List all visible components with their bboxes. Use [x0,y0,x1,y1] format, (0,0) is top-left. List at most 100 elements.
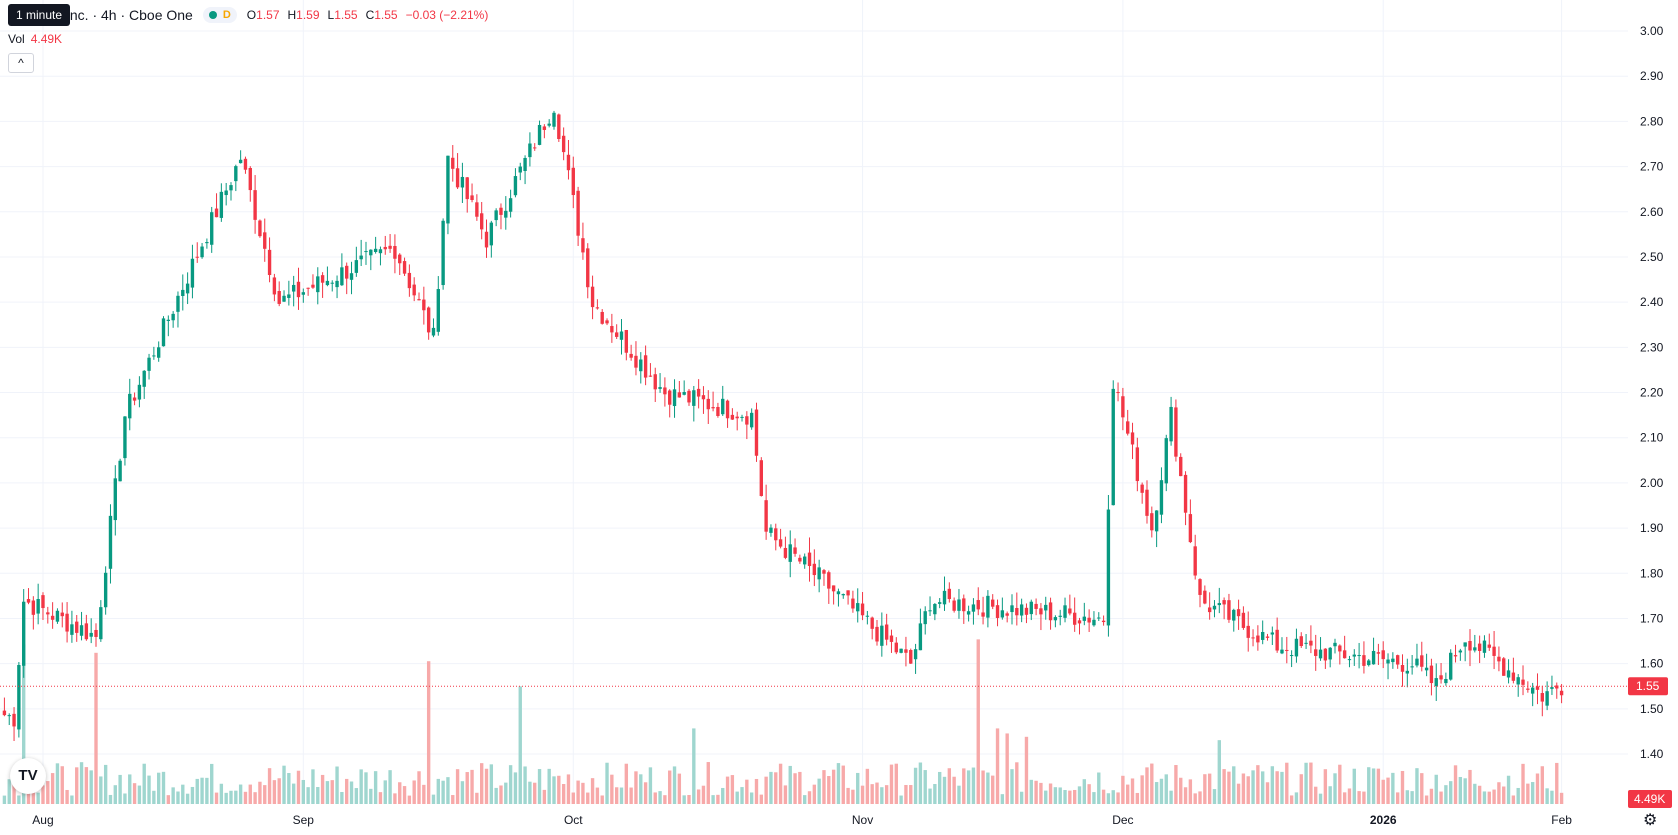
volume-bar [933,783,937,804]
candle-body [856,603,860,612]
candle-body [1150,513,1154,531]
candle-body [533,147,537,149]
candle-body [1106,509,1111,626]
volume-bar [653,792,657,804]
candle-body [735,416,739,419]
candle-body [817,567,821,580]
volume-bar [518,686,522,804]
symbol-title[interactable]: Inc. · 4h · Cboe One [66,7,193,23]
candle-body [1285,649,1289,651]
status-indicators[interactable]: D [202,7,237,23]
volume-bar [1087,784,1091,804]
volume-bar [22,644,26,804]
tradingview-logo-icon[interactable]: TV [10,758,46,794]
candle-body [75,621,79,633]
volume-bar [692,728,696,804]
candle-body [923,611,927,625]
candle-body [470,195,474,201]
volume-bar [1559,792,1564,804]
volume-bar [937,771,942,804]
candle-body [1540,693,1544,702]
volume-bar [156,772,161,804]
volume-bar [291,783,296,804]
volume-bar [465,772,469,804]
candle-body [1511,672,1516,681]
volume-bar [1039,782,1043,804]
volume-bar [1121,775,1125,804]
volume-bar [1169,790,1173,804]
volume-bar [176,791,180,804]
candle-body [2,710,7,716]
volume-bar [1270,766,1275,804]
volume-bar [460,781,465,804]
candle-body [1545,691,1549,706]
volume-bar [783,785,788,804]
volume-bar [373,771,378,804]
chevron-up-icon[interactable]: ^ [8,53,34,73]
volume-bar [219,783,224,804]
candle-body [899,648,903,653]
volume-bar [1367,767,1371,804]
candle-body [812,563,817,576]
time-tick-label: Oct [564,813,583,827]
candle-body [870,617,874,629]
candle-body [393,246,397,259]
volume-bar [1328,786,1332,804]
candle-body [1212,605,1217,610]
volume-bar [904,784,908,804]
candle-body [22,601,26,666]
volume-bar [166,795,171,804]
last-price-tag [1628,677,1668,696]
candle-body [918,623,923,651]
candle-body [1487,644,1491,648]
volume-bar [533,782,537,804]
price-tick-label: 2.80 [1640,114,1664,128]
candle-body [17,664,21,730]
candle-body [991,599,995,607]
candle-body [277,291,281,304]
candle-body [600,311,604,324]
candle-body [113,478,117,521]
volume-bar [1193,793,1197,804]
candle-body [431,327,436,336]
candle-body [1555,685,1559,689]
volume-bar [1511,795,1516,804]
price-axis[interactable]: 3.00 2.90 2.80 2.70 2.60 2.50 2.40 2.30 2.20 2.10… [1640,24,1664,761]
candle-body [7,715,11,717]
candle-body [330,282,334,284]
candle-body [1530,687,1535,694]
candle-body [749,412,754,428]
volume-bar [1145,767,1149,804]
candle-body [1126,421,1130,434]
volume-bar [296,770,301,804]
candle-body [894,642,898,653]
candle-body [1502,658,1506,676]
volume-bar [12,780,16,804]
market-status-dot-icon [208,11,217,19]
volume-bar [393,793,397,804]
volume-bar [1516,787,1520,804]
gear-icon[interactable]: ⚙ [1643,812,1658,829]
time-axis[interactable]: Aug Sep Oct Nov Dec 2026 Feb [32,813,1572,827]
candle-body [402,261,407,274]
volume-bar [1212,789,1217,804]
volume-bar [364,772,368,804]
candle-body [12,713,16,727]
candle-body [219,191,224,218]
volume-bar [1299,774,1303,804]
candle-body [417,299,421,301]
candle-body [335,280,339,288]
candle-body [31,600,36,615]
volume-bar [1386,777,1390,804]
time-tick-label: Aug [32,813,53,827]
candle-body [614,332,619,337]
volume-bar [995,728,1000,804]
candle-body [1391,658,1395,663]
candle-body [995,605,1000,618]
candle-body [258,220,262,237]
candle-body [586,248,590,288]
volume-bar [1530,782,1535,804]
candle-body [1092,619,1096,626]
candle-body [629,353,633,358]
